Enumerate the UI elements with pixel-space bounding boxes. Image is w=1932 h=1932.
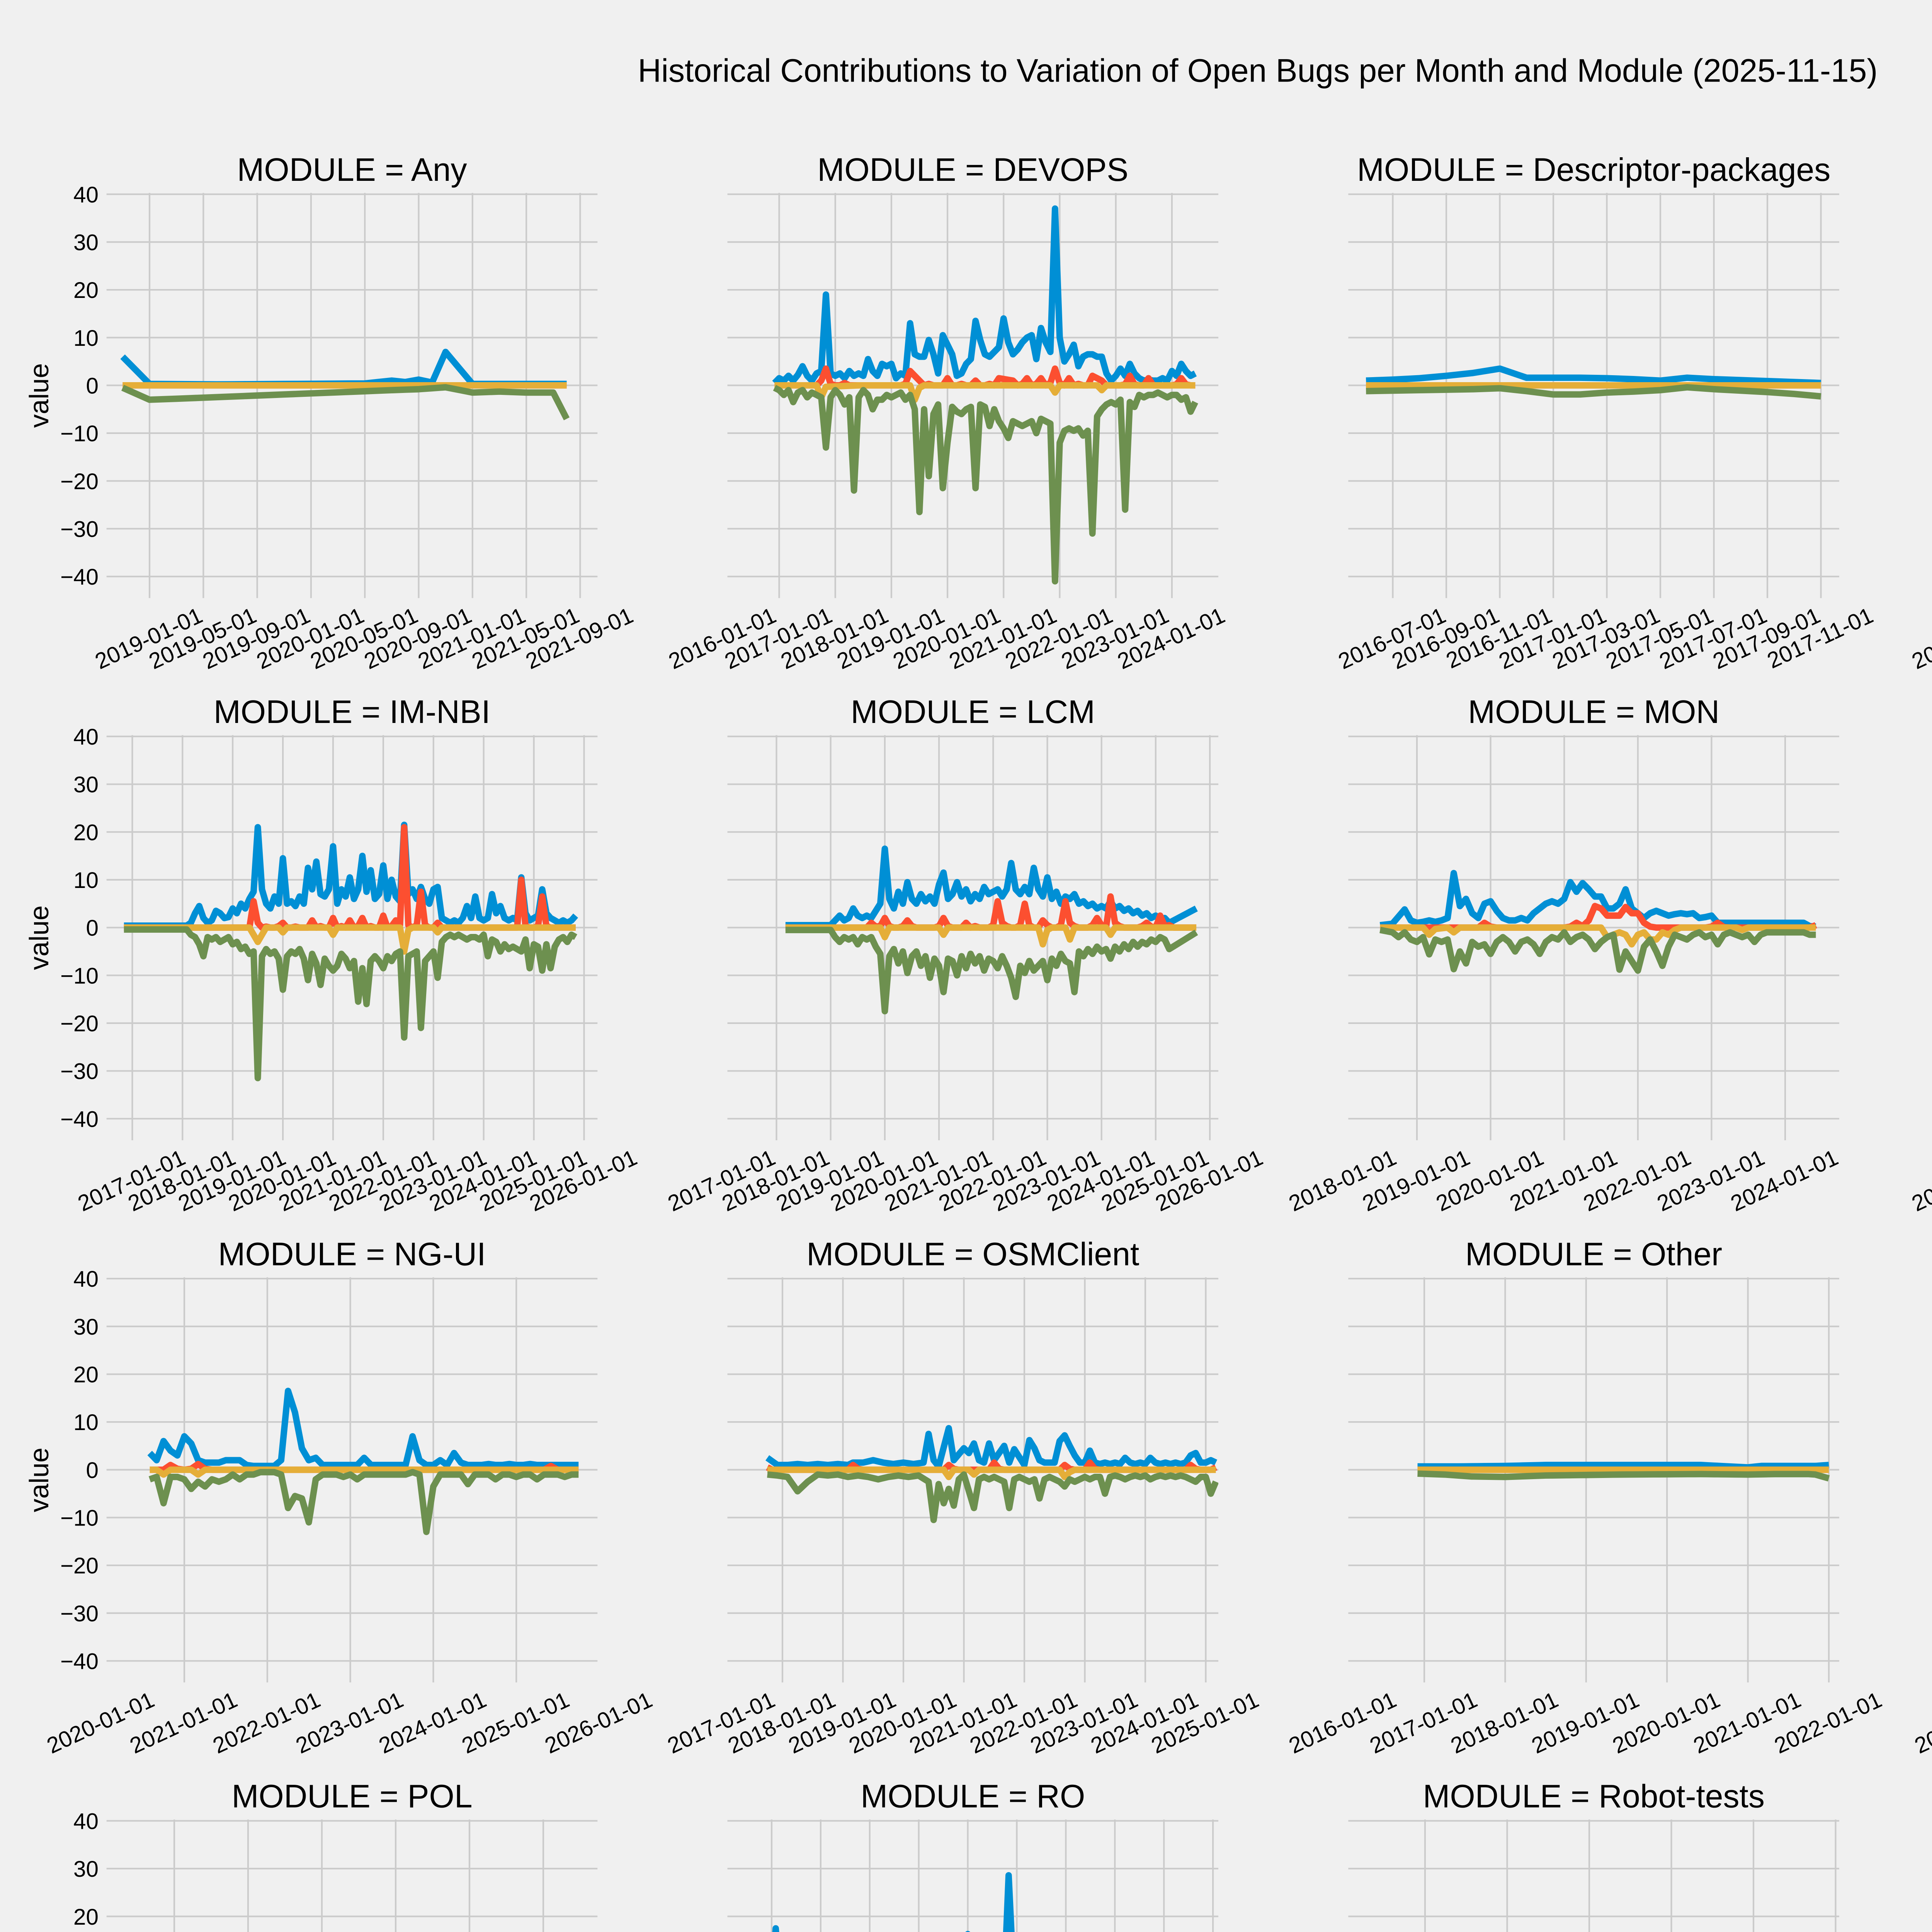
svg-text:20: 20: [73, 1905, 99, 1930]
svg-text:0: 0: [86, 1458, 98, 1483]
svg-text:0: 0: [86, 373, 98, 398]
svg-text:MODULE = RO: MODULE = RO: [861, 1778, 1085, 1815]
svg-text:−20: −20: [60, 1011, 99, 1036]
svg-text:Historical Contributions to Va: Historical Contributions to Variation of…: [638, 52, 1878, 88]
svg-text:value: value: [24, 1447, 54, 1512]
svg-text:MODULE = OSMClient: MODULE = OSMClient: [806, 1236, 1139, 1272]
svg-text:10: 10: [73, 868, 99, 893]
svg-text:40: 40: [73, 182, 99, 207]
svg-text:MODULE = Other: MODULE = Other: [1465, 1236, 1722, 1272]
svg-text:−30: −30: [60, 1601, 99, 1626]
svg-text:MODULE = Robot-tests: MODULE = Robot-tests: [1423, 1778, 1764, 1815]
svg-text:40: 40: [73, 1809, 99, 1834]
svg-text:MODULE = DEVOPS: MODULE = DEVOPS: [817, 151, 1128, 188]
svg-text:30: 30: [73, 1315, 99, 1340]
svg-text:MODULE = LCM: MODULE = LCM: [851, 694, 1095, 730]
svg-text:30: 30: [73, 772, 99, 798]
svg-text:20: 20: [73, 820, 99, 845]
svg-text:10: 10: [73, 326, 99, 351]
svg-text:−40: −40: [60, 1649, 99, 1674]
svg-text:−30: −30: [60, 517, 99, 542]
svg-text:MODULE = MON: MODULE = MON: [1468, 694, 1719, 730]
svg-text:40: 40: [73, 1267, 99, 1292]
svg-text:MODULE = IM-NBI: MODULE = IM-NBI: [214, 694, 490, 730]
svg-text:−40: −40: [60, 1107, 99, 1132]
svg-text:−20: −20: [60, 1553, 99, 1578]
svg-text:20: 20: [73, 278, 99, 303]
svg-text:−10: −10: [60, 1506, 99, 1531]
svg-text:−20: −20: [60, 469, 99, 494]
svg-text:−10: −10: [60, 963, 99, 988]
svg-text:−40: −40: [60, 565, 99, 590]
svg-text:MODULE = NG-UI: MODULE = NG-UI: [218, 1236, 486, 1272]
svg-text:0: 0: [86, 916, 98, 941]
svg-text:MODULE = POL: MODULE = POL: [231, 1778, 472, 1815]
svg-text:30: 30: [73, 230, 99, 255]
svg-text:10: 10: [73, 1410, 99, 1435]
svg-text:40: 40: [73, 724, 99, 750]
svg-text:value: value: [24, 905, 54, 970]
svg-text:MODULE = Descriptor-packages: MODULE = Descriptor-packages: [1357, 151, 1830, 188]
svg-text:MODULE = Any: MODULE = Any: [237, 151, 467, 188]
svg-text:−30: −30: [60, 1059, 99, 1084]
svg-text:20: 20: [73, 1362, 99, 1388]
svg-text:value: value: [24, 363, 54, 428]
svg-text:30: 30: [73, 1857, 99, 1882]
svg-text:−10: −10: [60, 421, 99, 446]
